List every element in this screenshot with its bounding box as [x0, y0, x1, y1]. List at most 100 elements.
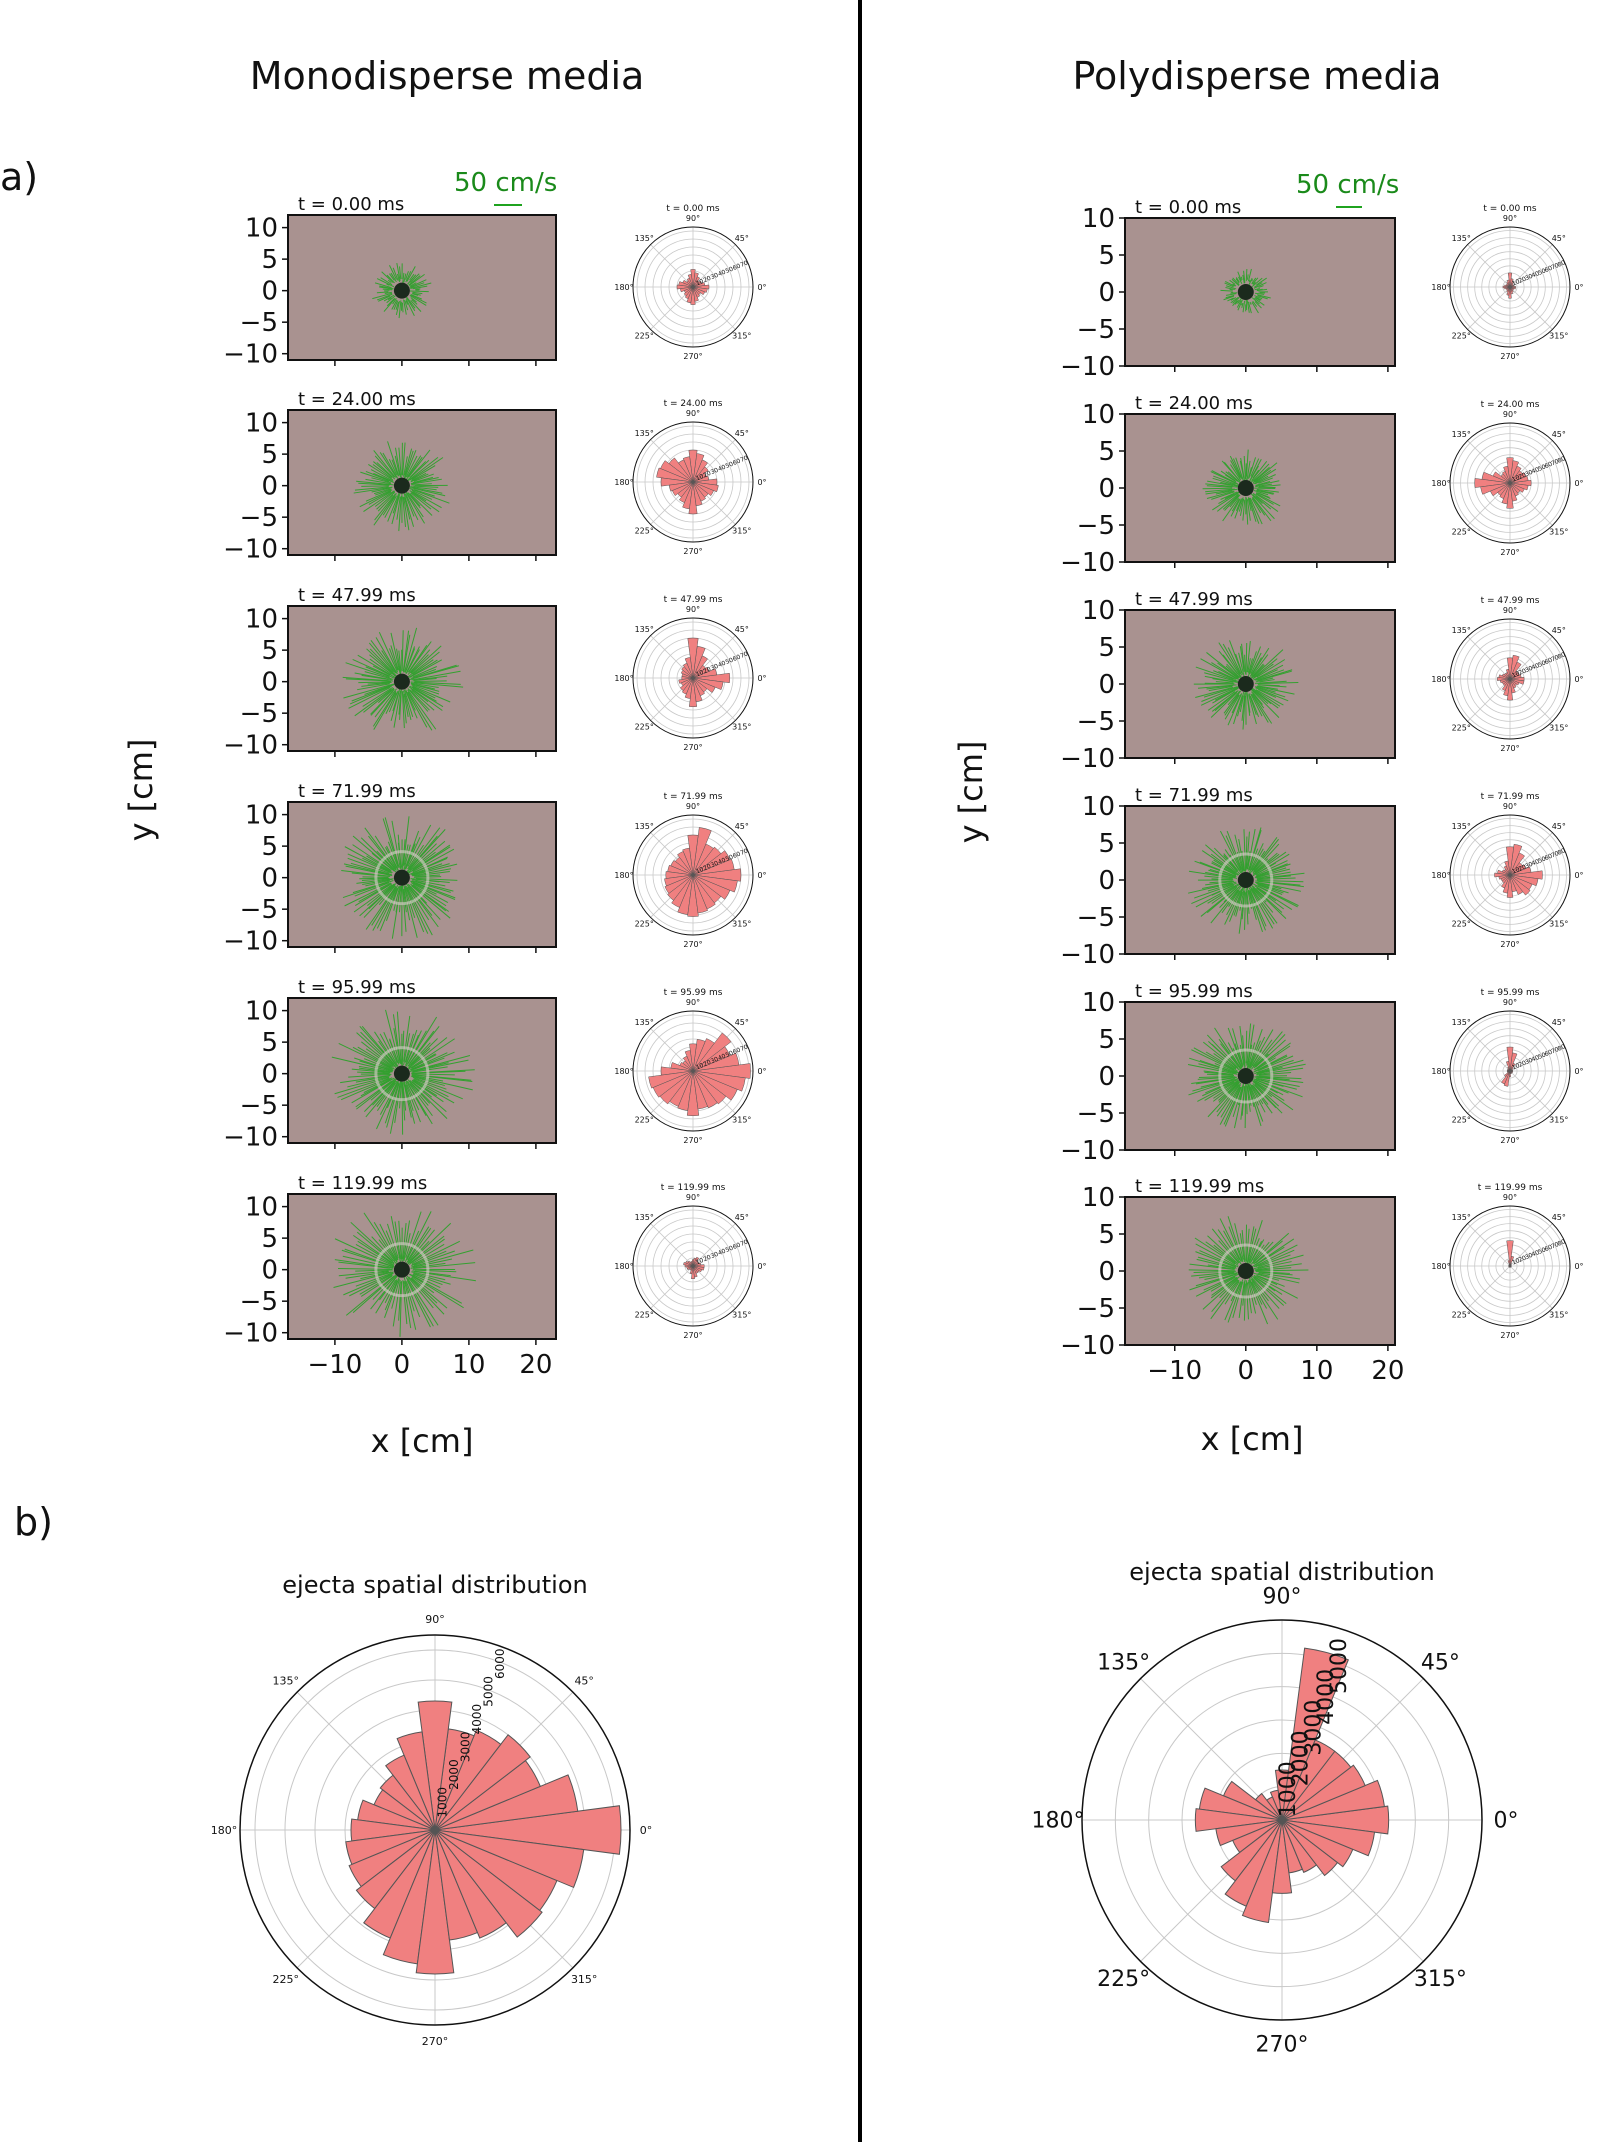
- angle-label: 135°: [1097, 1650, 1150, 1675]
- velocity-vector: [413, 870, 450, 877]
- velocity-vector: [374, 688, 397, 718]
- velocity-vector: [411, 1240, 460, 1266]
- velocity-vector: [1191, 1271, 1235, 1277]
- polar-spoke: [692, 1265, 736, 1309]
- radial-tick-label: 30: [710, 467, 720, 476]
- velocity-vector: [1248, 890, 1263, 933]
- velocity-vector: [1249, 1040, 1261, 1067]
- velocity-vector: [405, 1277, 434, 1327]
- polar-spoke: [692, 286, 736, 330]
- velocity-vector: [402, 272, 405, 284]
- velocity-vector: [412, 476, 434, 484]
- polar-spoke: [1467, 1070, 1511, 1114]
- radial-tick-label: 5000: [481, 1676, 495, 1707]
- velocity-vector: [1255, 860, 1288, 876]
- velocity-vector: [1256, 1067, 1304, 1076]
- velocity-vector: [1251, 279, 1254, 282]
- angle-label: 90°: [1503, 214, 1517, 223]
- velocity-vector: [354, 688, 392, 717]
- velocity-vector: [404, 646, 415, 673]
- velocity-vector: [360, 1078, 392, 1097]
- velocity-vector: [412, 863, 458, 876]
- velocity-vector: [411, 689, 435, 711]
- radial-tick-label: 30: [710, 663, 720, 672]
- velocity-vector: [407, 492, 421, 507]
- velocity-vector: [405, 492, 425, 524]
- rose-title: t = 47.99 ms: [1481, 596, 1540, 606]
- velocity-vector: [354, 486, 389, 491]
- velocity-vector: [408, 844, 451, 874]
- radial-tick-label: 50: [725, 854, 735, 863]
- label-a: a): [0, 155, 38, 199]
- velocity-vector: [1254, 885, 1293, 910]
- radial-tick-label: 40: [1531, 1054, 1541, 1063]
- velocity-vector: [1225, 471, 1239, 482]
- velocity-vector: [409, 1055, 471, 1073]
- rose-bar: [1509, 1070, 1514, 1073]
- velocity-vector: [373, 493, 397, 526]
- velocity-vector: [1218, 491, 1240, 504]
- velocity-vector: [1242, 300, 1246, 313]
- velocity-vector: [343, 863, 393, 876]
- velocity-vector: [1239, 695, 1245, 713]
- velocity-vector: [411, 863, 450, 876]
- rose-bar: [692, 677, 706, 697]
- velocity-vector: [396, 273, 401, 283]
- velocity-vector: [1255, 480, 1280, 487]
- velocity-vector: [411, 1073, 455, 1076]
- ytick-label: 0: [1098, 474, 1115, 504]
- velocity-vector: [411, 472, 427, 482]
- radial-tick-label: 40: [1531, 1249, 1541, 1258]
- velocity-vector: [1257, 1261, 1292, 1270]
- rose-bar: [1509, 482, 1529, 491]
- velocity-vector: [408, 827, 441, 870]
- velocity-vector: [402, 442, 406, 476]
- velocity-vector: [357, 1046, 395, 1070]
- angle-label: 180°: [614, 478, 633, 487]
- angle-label: 0°: [640, 1824, 653, 1837]
- velocity-vector: [1224, 849, 1242, 874]
- velocity-vector: [1252, 687, 1281, 707]
- velocity-vector: [1216, 1084, 1240, 1113]
- ytick-label: 5: [1098, 633, 1115, 663]
- angle-label: 45°: [1552, 1018, 1566, 1027]
- velocity-vector: [406, 887, 429, 934]
- angle-label: 270°: [1500, 548, 1519, 557]
- frame-border: [287, 214, 557, 361]
- velocity-vector: [1225, 665, 1240, 679]
- radial-tick-label: 10: [695, 473, 705, 482]
- velocity-vector: [412, 856, 448, 874]
- velocity-vector: [1249, 1086, 1260, 1106]
- velocity-vector: [1243, 455, 1246, 479]
- velocity-vector: [410, 486, 437, 491]
- velocity-vector: [340, 1077, 393, 1101]
- angle-label: 315°: [571, 1973, 598, 1986]
- velocity-vector: [407, 688, 429, 712]
- velocity-vector: [404, 1281, 417, 1330]
- velocity-vector: [405, 491, 424, 518]
- velocity-vector: [407, 649, 431, 675]
- velocity-vector: [374, 835, 397, 869]
- rose-bar: [1509, 286, 1516, 290]
- velocity-vector: [374, 455, 395, 478]
- velocity-vector: [356, 480, 394, 486]
- velocity-vector: [1249, 646, 1262, 675]
- angle-label: 315°: [1549, 332, 1568, 341]
- radial-tick-label: 70: [1550, 262, 1560, 271]
- projectile: [393, 1261, 410, 1278]
- velocity-vector: [410, 294, 427, 304]
- velocity-vector: [405, 494, 419, 521]
- velocity-vector: [1252, 281, 1256, 285]
- rose-bar: [692, 1038, 715, 1072]
- velocity-vector: [1240, 276, 1243, 281]
- velocity-vector: [402, 630, 410, 672]
- velocity-vector: [410, 880, 456, 899]
- velocity-vector: [1254, 282, 1263, 288]
- velocity-vector: [345, 1271, 389, 1279]
- velocity-vector: [378, 632, 399, 673]
- velocity-vector: [1206, 685, 1233, 690]
- velocity-vector: [1255, 687, 1289, 702]
- radial-tick-label: 50: [725, 657, 735, 666]
- angle-label: 90°: [686, 409, 700, 418]
